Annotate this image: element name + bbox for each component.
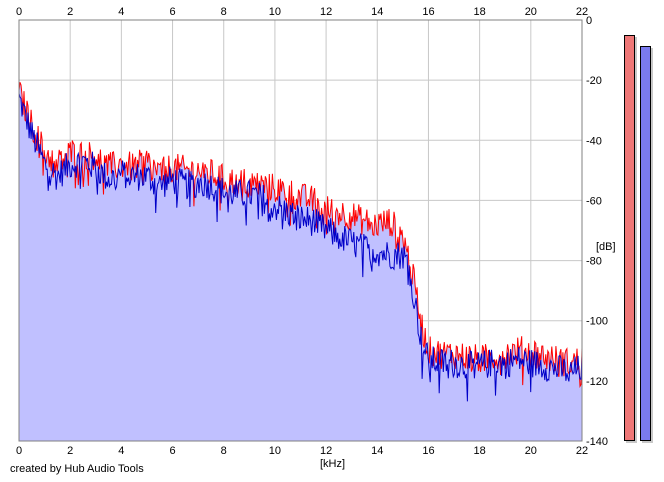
- x-axis-unit-label: [kHz]: [320, 458, 346, 470]
- y-tick-label: -40: [586, 135, 602, 147]
- x-tick-label: 12: [320, 445, 332, 457]
- plot-border: [18, 19, 583, 442]
- spectrum-fill-area: [19, 82, 582, 442]
- x-tick-label: 6: [169, 6, 175, 18]
- level-meter-right: [640, 46, 651, 441]
- x-tick-label: 10: [269, 6, 281, 18]
- y-tick-label: -120: [586, 376, 608, 388]
- y-tick-label: -140: [586, 436, 608, 448]
- y-tick-label: -20: [586, 75, 602, 87]
- x-tick-label: 4: [118, 445, 124, 457]
- y-axis-unit-label: [dB]: [596, 241, 616, 253]
- x-tick-label: 2: [67, 6, 73, 18]
- x-tick-label: 14: [371, 6, 383, 18]
- x-tick-labels-top: 0 2 4 6 8 10 12 14 16 18 20 22: [16, 6, 588, 18]
- series-lines: [18, 82, 583, 402]
- x-tick-label: 4: [118, 6, 124, 18]
- x-tick-label: 20: [525, 6, 537, 18]
- x-tick-label: 22: [576, 6, 588, 18]
- y-tick-label: -60: [586, 195, 602, 207]
- x-tick-label: 22: [576, 445, 588, 457]
- x-tick-label: 16: [422, 445, 434, 457]
- series-line-r: [18, 93, 583, 402]
- credit-text: created by Hub Audio Tools: [10, 463, 144, 475]
- x-tick-label: 18: [474, 445, 486, 457]
- x-tick-label: 6: [169, 445, 175, 457]
- x-tick-label: 8: [221, 445, 227, 457]
- x-tick-label: 16: [422, 6, 434, 18]
- y-tick-labels: 0 -20 -40 -60 -80 -100 -120 -140: [586, 15, 608, 448]
- y-tick-label: -80: [586, 256, 602, 268]
- x-tick-label: 14: [371, 445, 383, 457]
- x-tick-label: 0: [16, 6, 22, 18]
- y-tick-label: 0: [586, 15, 592, 27]
- x-tick-label: 0: [16, 445, 22, 457]
- x-tick-label: 2: [67, 445, 73, 457]
- x-tick-label: 10: [269, 445, 281, 457]
- x-tick-labels-bottom: 0 2 4 6 8 10 12 14 16 18 20 22: [16, 445, 588, 457]
- x-tick-label: 18: [474, 6, 486, 18]
- x-tick-label: 20: [525, 445, 537, 457]
- x-tick-label: 8: [221, 6, 227, 18]
- x-tick-label: 12: [320, 6, 332, 18]
- level-meter-left: [624, 35, 635, 441]
- series-line-l: [18, 82, 583, 388]
- y-tick-label: -100: [586, 316, 608, 328]
